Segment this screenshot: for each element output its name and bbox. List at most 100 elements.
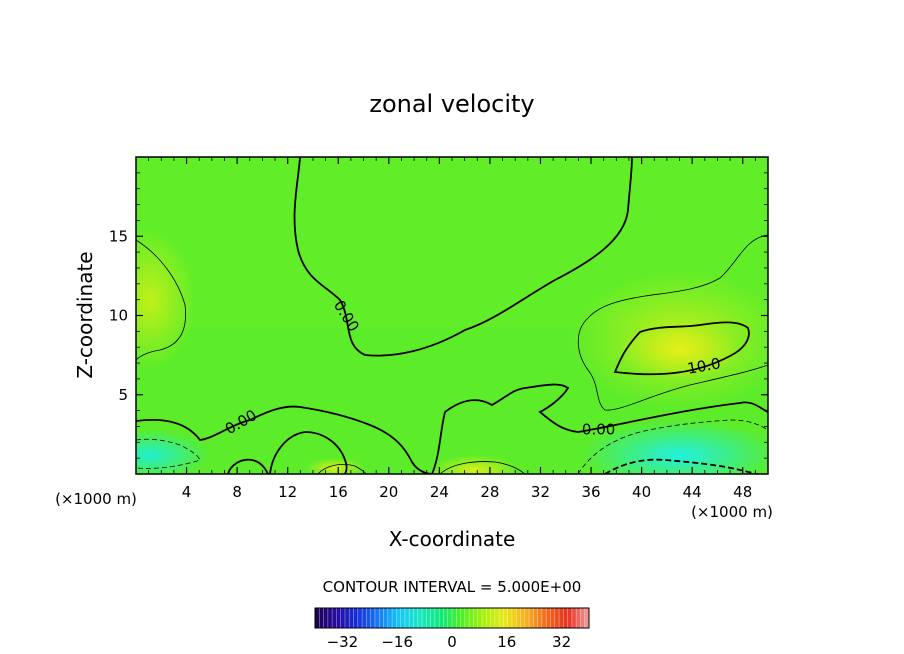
colorbar-swatch	[541, 608, 547, 628]
y-tick-label: 10	[109, 307, 128, 325]
x-unit-label-right: (×1000 m)	[691, 503, 773, 521]
contour-label: 10.0	[686, 354, 722, 378]
colorbar-swatch	[357, 608, 363, 628]
y-axis-label: Z-coordinate	[73, 251, 97, 378]
contour-interval-label: CONTOUR INTERVAL = 5.000E+00	[323, 578, 582, 596]
colorbar-swatch	[529, 608, 534, 628]
colorbar-swatch	[550, 608, 556, 628]
colorbar-swatch	[546, 608, 551, 628]
colorbar-swatch	[387, 608, 393, 628]
colorbar-swatch	[426, 608, 431, 628]
colorbar-swatch	[533, 608, 538, 628]
x-tick-label: 36	[581, 483, 600, 501]
colorbar-tick-label: 32	[552, 633, 571, 651]
colorbar-swatch	[323, 608, 329, 628]
x-axis-label: X-coordinate	[389, 527, 516, 551]
colorbar-swatch	[336, 608, 341, 628]
colorbar-swatch	[507, 608, 513, 628]
colorbar-swatch	[554, 608, 560, 628]
x-tick-label: 48	[733, 483, 752, 501]
colorbar-swatch	[456, 608, 461, 628]
colorbar-swatch	[469, 608, 474, 628]
colorbar-swatch	[409, 608, 414, 628]
field-cyan-left	[136, 430, 210, 474]
contour-zero-upper	[293, 157, 633, 357]
x-tick-label: 12	[278, 483, 297, 501]
x-tick-label: 40	[632, 483, 651, 501]
colorbar-swatch	[576, 608, 581, 628]
colorbar-swatch	[443, 608, 449, 628]
colorbar-swatch	[499, 608, 504, 628]
colorbar-swatch	[494, 608, 500, 628]
colorbar-swatch	[392, 608, 397, 628]
colorbar-swatch	[370, 608, 376, 628]
colorbar-tick-label: −32	[327, 633, 359, 651]
colorbar-swatch	[537, 608, 543, 628]
colorbar-swatch	[516, 608, 521, 628]
colorbar-swatch	[344, 608, 350, 628]
contour-ten	[613, 321, 750, 376]
contour-five-right	[577, 234, 768, 411]
colorbar-swatch	[567, 608, 573, 628]
colorbar-swatch	[340, 608, 346, 628]
y-tick-label: 15	[109, 227, 128, 245]
x-unit-label-left: (×1000 m)	[55, 490, 137, 508]
colorbar-swatch	[404, 608, 410, 628]
contour-five-bottom	[439, 461, 526, 474]
x-tick-label: 8	[232, 483, 242, 501]
contour-zero-blob-1	[269, 431, 348, 474]
field-left-lobe	[136, 230, 195, 370]
colorbar-swatch	[422, 608, 427, 628]
contour-label: 0.00	[582, 420, 615, 438]
contour-five-bottom-2	[317, 464, 367, 474]
contour-five-left	[136, 239, 187, 361]
chart-title: zonal velocity	[369, 90, 534, 118]
x-tick-label: 20	[379, 483, 398, 501]
colorbar-swatch	[332, 608, 337, 628]
colorbar-swatch	[396, 608, 401, 628]
colorbar-swatch	[383, 608, 389, 628]
colorbar-swatch	[571, 608, 577, 628]
plot-area	[136, 157, 768, 474]
colorbar-swatch	[477, 608, 483, 628]
colorbar-swatch	[511, 608, 517, 628]
colorbar-swatch	[481, 608, 487, 628]
colorbar-swatch	[524, 608, 530, 628]
x-tick-label: 24	[430, 483, 449, 501]
colorbar-swatch	[486, 608, 491, 628]
contour-zero-mid	[431, 383, 768, 474]
x-tick-label: 32	[531, 483, 550, 501]
colorbar-swatch	[353, 608, 359, 628]
colorbar-tick-label: −16	[381, 633, 413, 651]
colorbar-swatch	[362, 608, 367, 628]
colorbar-swatch	[319, 608, 324, 628]
colorbar-swatch	[460, 608, 466, 628]
colorbar-swatch	[452, 608, 457, 628]
colorbar-swatch	[434, 608, 440, 628]
y-tick-label: 5	[118, 386, 128, 404]
field-yellow-bottom	[430, 455, 520, 474]
x-tick-label: 4	[182, 483, 192, 501]
colorbar-swatch	[584, 608, 590, 628]
colorbar-tick-label: 16	[497, 633, 516, 651]
colorbar-swatch	[417, 608, 423, 628]
colorbar-tick-label: 0	[447, 633, 457, 651]
colorbar-swatch	[563, 608, 568, 628]
field-right-core	[620, 320, 740, 380]
colorbar-ticks: −32 −16 0 16 32	[327, 633, 572, 651]
colorbar-swatch	[520, 608, 526, 628]
colorbar-swatch	[374, 608, 380, 628]
colorbar-frame	[314, 607, 590, 629]
colorbar-swatch	[473, 608, 478, 628]
contour-zero-blob-2	[227, 458, 269, 474]
colorbar-swatch	[490, 608, 496, 628]
colorbar-swatch	[464, 608, 470, 628]
colorbar-swatch	[447, 608, 453, 628]
colorbar-swatch	[315, 608, 320, 628]
colorbar	[314, 607, 590, 629]
field-cyan-right	[580, 420, 768, 474]
colorbar-swatch	[580, 608, 586, 628]
x-tick-label: 44	[683, 483, 702, 501]
